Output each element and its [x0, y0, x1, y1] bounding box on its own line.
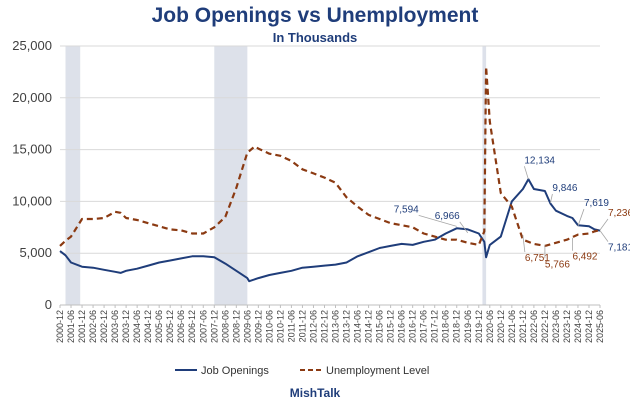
- x-tick-label: 2010-12: [275, 310, 285, 343]
- x-tick-label: 2020-06: [485, 310, 495, 343]
- annotation-leader: [599, 230, 609, 242]
- x-tick-label: 2005-12: [165, 310, 175, 343]
- x-tick-label: 2000-12: [55, 310, 65, 343]
- annotation-leader: [459, 221, 469, 234]
- annotation-leader: [599, 218, 609, 231]
- data-label: 12,134: [524, 155, 555, 166]
- data-label: 9,846: [552, 183, 577, 194]
- x-tick-label: 2017-06: [419, 310, 429, 343]
- y-axis: 0 5,000 10,000 15,000 20,000 25,000: [12, 38, 52, 312]
- annotations: 7,594 6,966 12,134 9,846 7,619 7,181 6,7515,76…: [394, 155, 630, 270]
- x-tick-label: 2010-06: [264, 310, 274, 343]
- series-lines: [59, 65, 601, 283]
- x-tick-label: 2004-12: [143, 310, 153, 343]
- annotation-leader: [418, 214, 457, 227]
- series-line-unemployment-level: [59, 65, 601, 247]
- recession-band: [214, 46, 248, 305]
- y-tick-label: 25,000: [12, 38, 52, 53]
- x-tick-label: 2020-12: [496, 310, 506, 343]
- annotation-leader: [522, 235, 526, 253]
- x-tick-label: 2024-06: [573, 310, 583, 343]
- data-label: 7,619: [584, 198, 609, 209]
- x-tick-label: 2019-12: [474, 310, 484, 343]
- legend-label: Job Openings: [201, 365, 269, 377]
- source-label: MishTalk: [289, 386, 341, 400]
- y-tick-label: 15,000: [12, 142, 52, 157]
- x-tick-label: 2012-12: [319, 310, 329, 343]
- x-tick-label: 2014-06: [353, 310, 363, 343]
- recession-band: [65, 46, 81, 305]
- x-tick-label: 2009-06: [242, 310, 252, 343]
- x-tick-label: 2003-12: [121, 310, 131, 343]
- x-tick-label: 2025-06: [595, 310, 605, 343]
- x-tick-label: 2017-12: [430, 310, 440, 343]
- y-tick-label: 0: [45, 297, 52, 312]
- x-tick-label: 2015-06: [375, 310, 385, 343]
- series-line-job-openings: [59, 178, 601, 283]
- data-label: 7,594: [394, 204, 419, 215]
- x-tick-label: 2013-06: [331, 310, 341, 343]
- x-tick-label: 2001-06: [66, 310, 76, 343]
- x-tick-label: 2002-12: [99, 310, 109, 343]
- x-tick-label: 2009-12: [253, 310, 263, 343]
- x-tick-label: 2003-06: [110, 310, 120, 343]
- x-tick-label: 2011-06: [286, 310, 296, 342]
- annotation-leader: [523, 166, 529, 180]
- annotation-leader: [550, 193, 553, 204]
- chart-title: Job Openings vs Unemployment: [151, 4, 479, 27]
- recession-band: [482, 46, 487, 305]
- gridlines: [60, 45, 600, 306]
- x-tick-label: 2013-12: [342, 310, 352, 343]
- data-label: 6,966: [435, 211, 460, 222]
- legend: Job Openings Unemployment Level: [175, 365, 429, 377]
- x-axis: 2000-12 2001-06 2001-12 2002-06 2002-12 2003-…: [55, 305, 605, 343]
- x-tick-label: 2021-06: [507, 310, 517, 343]
- x-tick-label: 2016-12: [408, 310, 418, 343]
- y-tick-label: 5,000: [19, 245, 52, 260]
- data-label: 7,236: [608, 208, 630, 219]
- x-tick-label: 2021-12: [518, 310, 528, 343]
- x-tick-label: 2007-06: [198, 310, 208, 343]
- recession-bands: [65, 46, 487, 305]
- x-tick-label: 2018-06: [441, 310, 451, 343]
- data-label: 5,766: [545, 259, 570, 270]
- x-tick-label: 2024-12: [584, 310, 594, 343]
- x-tick-label: 2008-12: [231, 310, 241, 343]
- data-label: 6,751: [525, 253, 550, 264]
- annotation-leader: [577, 208, 585, 227]
- x-tick-label: 2006-06: [176, 310, 186, 343]
- x-tick-label: 2012-06: [308, 310, 318, 343]
- y-tick-label: 10,000: [12, 193, 52, 208]
- x-tick-label: 2022-12: [540, 310, 550, 343]
- x-tick-label: 2011-12: [297, 310, 307, 342]
- data-label: 7,181: [608, 243, 630, 254]
- x-tick-label: 2001-12: [77, 310, 87, 343]
- chart-subtitle: In Thousands: [272, 30, 358, 45]
- x-tick-label: 2006-12: [187, 310, 197, 343]
- x-tick-label: 2022-06: [529, 310, 539, 343]
- legend-label: Unemployment Level: [326, 365, 429, 377]
- x-tick-label: 2016-06: [397, 310, 407, 343]
- x-tick-label: 2018-12: [452, 310, 462, 343]
- x-tick-label: 2015-12: [386, 310, 396, 343]
- data-label: 6,492: [572, 252, 597, 263]
- x-tick-label: 2007-12: [209, 310, 219, 343]
- x-tick-label: 2023-12: [562, 310, 572, 343]
- x-tick-label: 2004-06: [132, 310, 142, 343]
- x-tick-label: 2019-06: [463, 310, 473, 343]
- x-tick-label: 2008-06: [220, 310, 230, 343]
- x-tick-label: 2014-12: [364, 310, 374, 343]
- x-tick-label: 2002-06: [88, 310, 98, 343]
- x-tick-label: 2023-06: [551, 310, 561, 343]
- y-tick-label: 20,000: [12, 90, 52, 105]
- x-tick-label: 2005-06: [154, 310, 164, 343]
